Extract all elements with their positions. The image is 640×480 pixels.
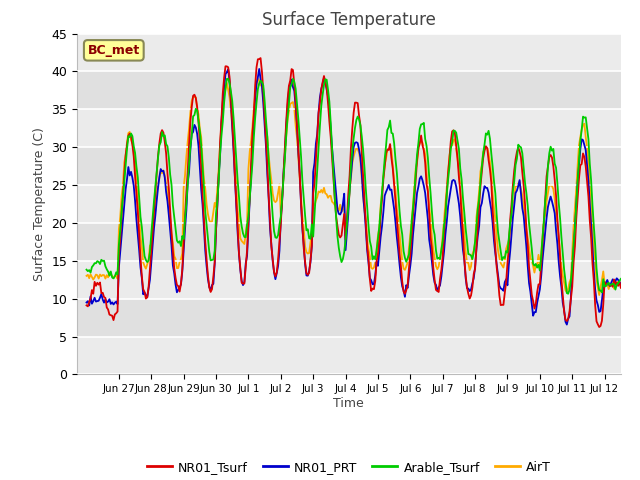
Bar bbox=[77, 261, 621, 299]
Text: BC_met: BC_met bbox=[88, 44, 140, 57]
Legend: NR01_Tsurf, NR01_PRT, Arable_Tsurf, AirT: NR01_Tsurf, NR01_PRT, Arable_Tsurf, AirT bbox=[141, 456, 556, 479]
Title: Surface Temperature: Surface Temperature bbox=[262, 11, 436, 29]
Bar bbox=[77, 223, 621, 261]
Bar bbox=[77, 185, 621, 223]
Bar bbox=[77, 336, 621, 374]
X-axis label: Time: Time bbox=[333, 397, 364, 410]
Bar bbox=[77, 147, 621, 185]
Bar bbox=[77, 299, 621, 336]
Y-axis label: Surface Temperature (C): Surface Temperature (C) bbox=[33, 127, 45, 281]
Bar bbox=[77, 72, 621, 109]
Bar bbox=[77, 34, 621, 72]
Bar bbox=[77, 109, 621, 147]
